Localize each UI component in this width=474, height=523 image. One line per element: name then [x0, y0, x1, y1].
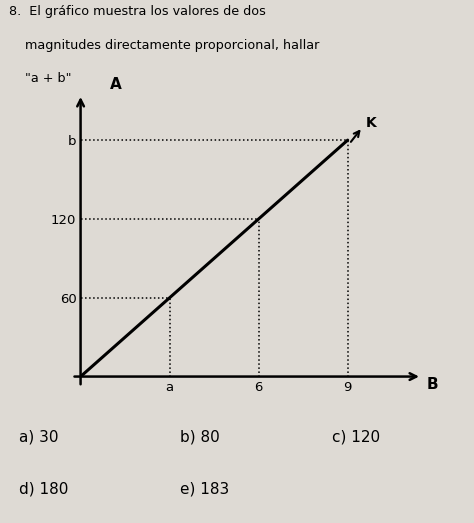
Text: 8.  El gráfico muestra los valores de dos: 8. El gráfico muestra los valores de dos — [9, 5, 266, 18]
Text: b) 80: b) 80 — [180, 429, 220, 445]
Text: c) 120: c) 120 — [332, 429, 380, 445]
Text: d) 180: d) 180 — [19, 482, 68, 497]
Text: magnitudes directamente proporcional, hallar: magnitudes directamente proporcional, ha… — [9, 39, 320, 52]
Text: B: B — [426, 377, 438, 392]
Text: a) 30: a) 30 — [19, 429, 58, 445]
Text: e) 183: e) 183 — [180, 482, 229, 497]
Text: "a + b": "a + b" — [9, 72, 72, 85]
Text: A: A — [110, 76, 122, 92]
Text: K: K — [365, 116, 376, 130]
